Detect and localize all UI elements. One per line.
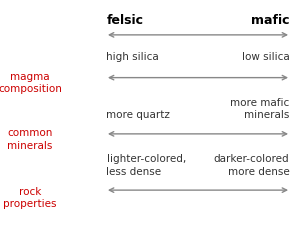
Text: lighter-colored,
less dense: lighter-colored, less dense: [106, 154, 186, 177]
Text: high silica: high silica: [106, 52, 159, 62]
Text: felsic: felsic: [106, 14, 143, 27]
Text: mafic: mafic: [251, 14, 290, 27]
Text: common
minerals: common minerals: [7, 128, 53, 151]
Text: more mafic
minerals: more mafic minerals: [230, 98, 290, 120]
Text: darker-colored
more dense: darker-colored more dense: [214, 154, 290, 177]
Text: more quartz: more quartz: [106, 110, 170, 120]
Text: rock
properties: rock properties: [3, 187, 57, 209]
Text: magma
composition: magma composition: [0, 72, 62, 94]
Text: low silica: low silica: [242, 52, 290, 62]
